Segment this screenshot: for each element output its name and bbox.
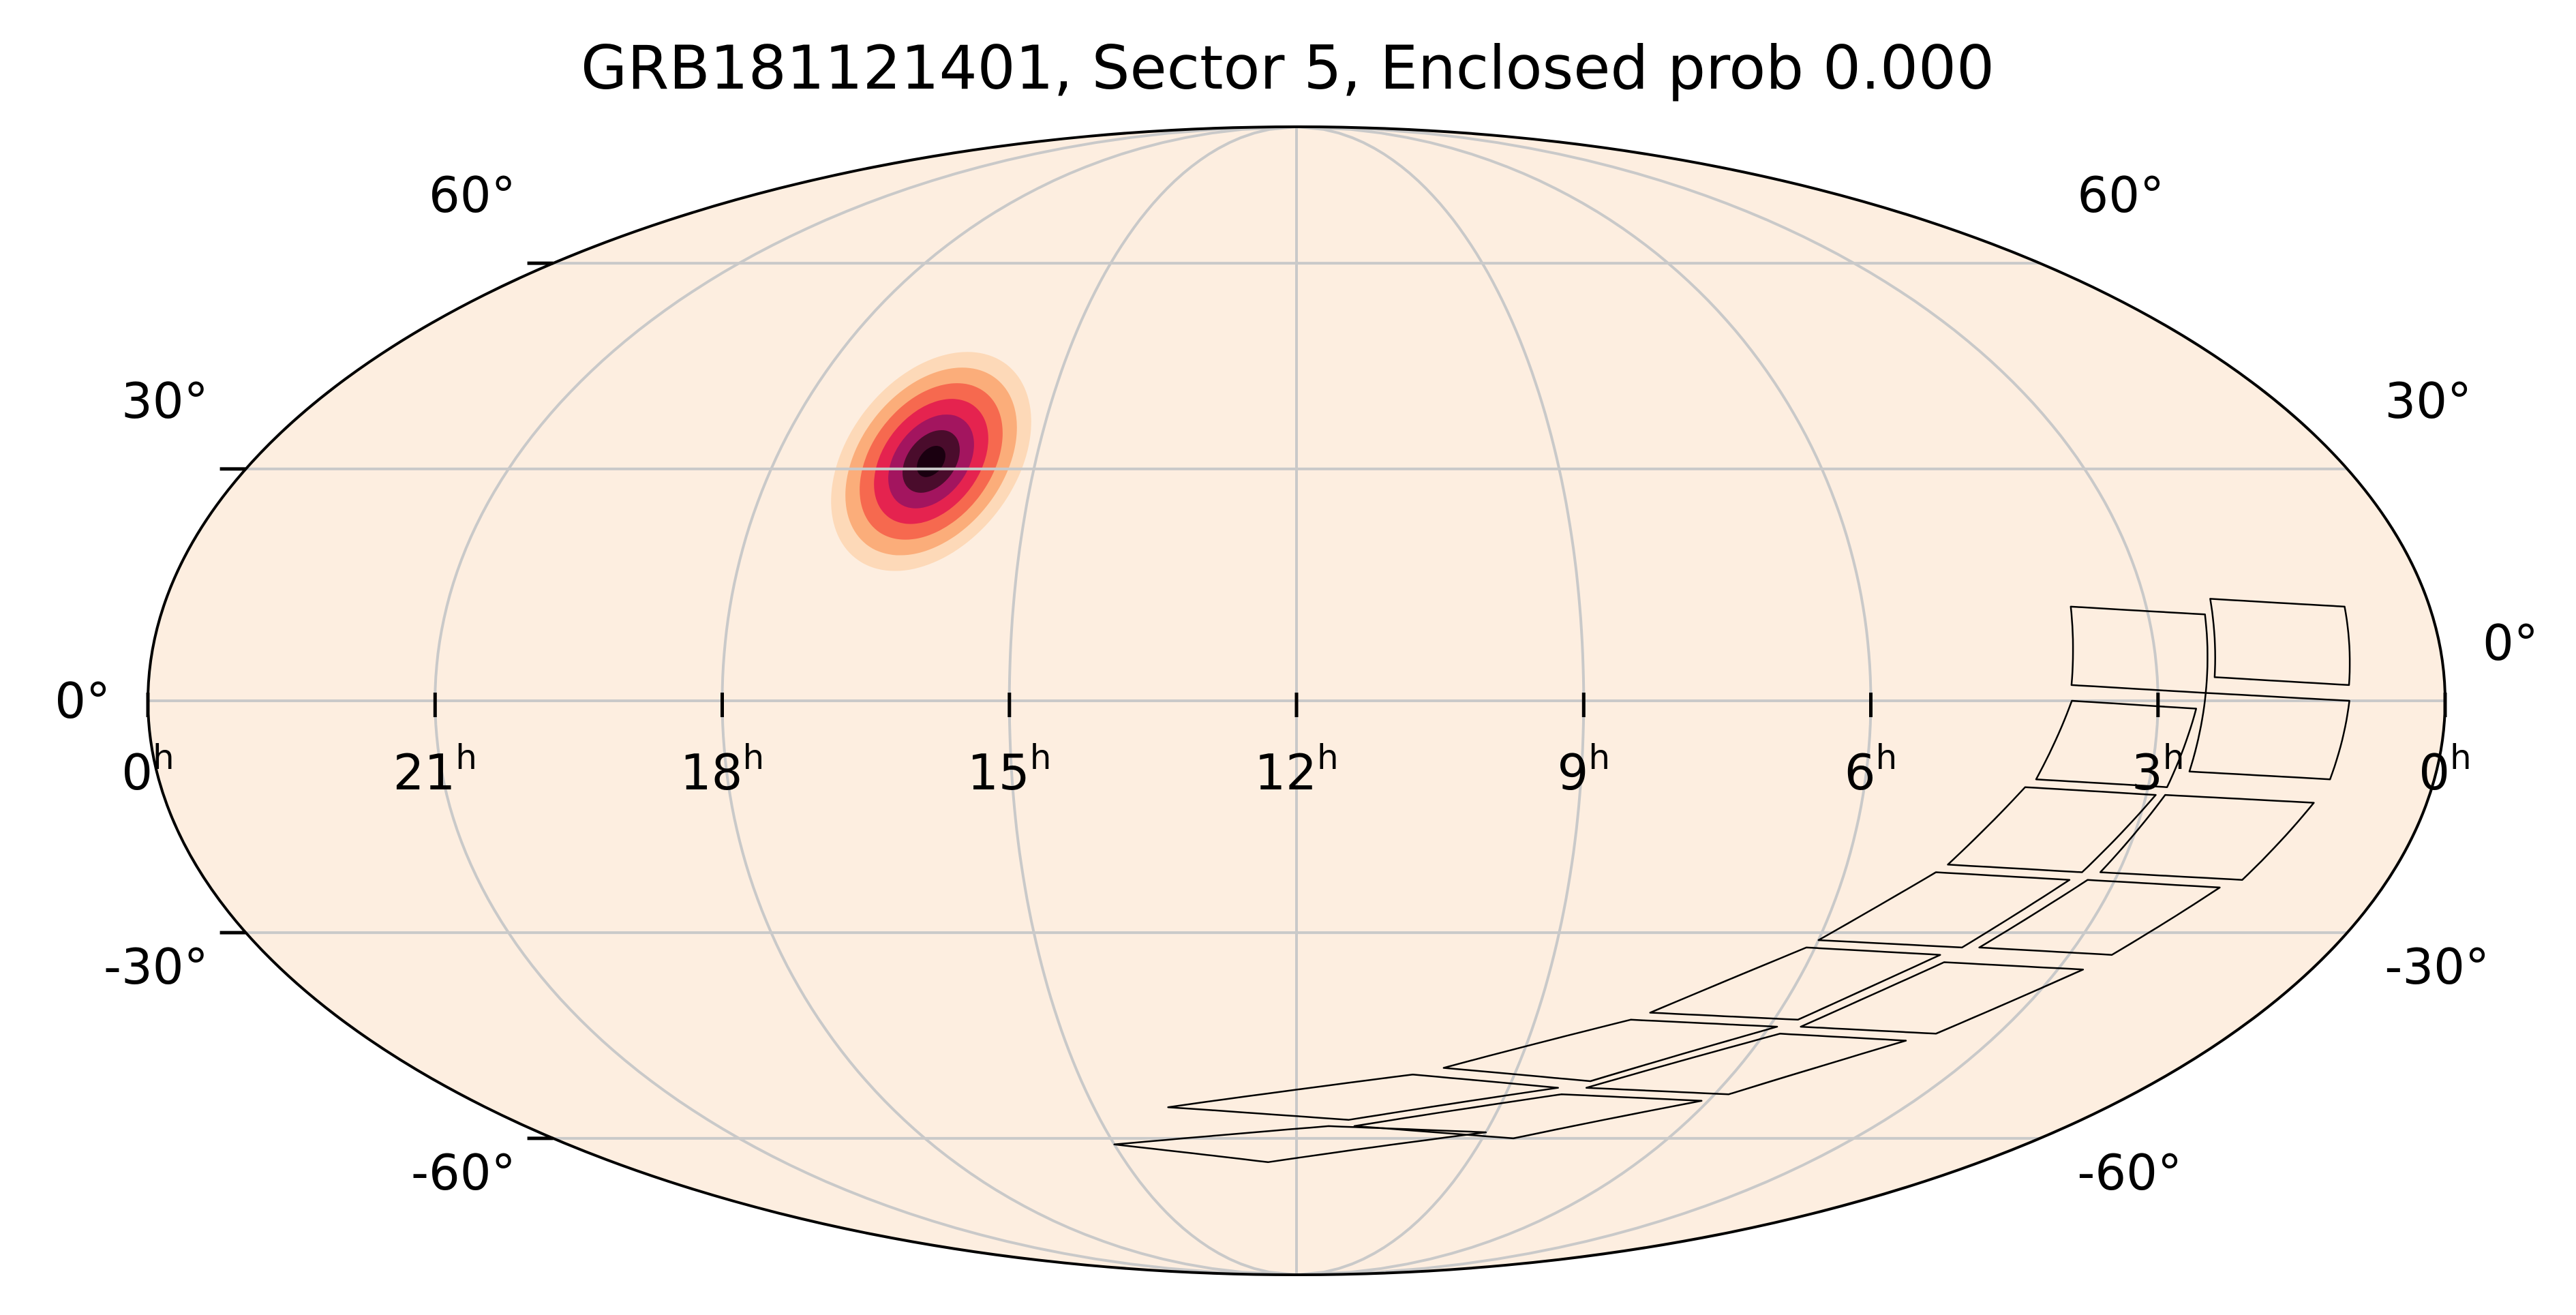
- dec-tick-label-left: -30°: [104, 938, 209, 995]
- dec-tick-label-right: 0°: [2483, 614, 2539, 671]
- dec-tick-label-left: -60°: [411, 1144, 516, 1201]
- dec-tick-label-right: 60°: [2077, 166, 2164, 224]
- dec-tick-label-right: -30°: [2384, 938, 2489, 995]
- sector-tile: [2099, 793, 2315, 881]
- sector-tile: [1800, 961, 2085, 1035]
- sector-tile: [1353, 1093, 1703, 1140]
- sector-tile: [2035, 699, 2198, 788]
- sector-tile: [1442, 1018, 1778, 1083]
- sector-tile: [1978, 879, 2221, 956]
- dec-tick-label-left: 60°: [429, 166, 516, 224]
- dec-tick-label-left: 0°: [55, 672, 110, 729]
- sector-tile: [1817, 871, 2071, 949]
- tess-sector-footprint: [1113, 598, 2351, 1164]
- sector-tile: [1649, 946, 1941, 1021]
- sector-tile: [1113, 1125, 1487, 1164]
- ra-tick-label: 0h: [2419, 738, 2472, 801]
- sector-tile: [2209, 598, 2351, 686]
- sector-tile: [1585, 1033, 1907, 1095]
- dec-tick-label-right: 30°: [2384, 372, 2472, 429]
- chart-title: GRB181121401, Sector 5, Enclosed prob 0.…: [581, 33, 1995, 103]
- dec-tick-label-right: -60°: [2077, 1144, 2182, 1201]
- sector-tile: [1947, 786, 2157, 873]
- ra-tick-label: 3h: [2132, 738, 2185, 801]
- sector-tile: [1167, 1074, 1559, 1121]
- tick-marks: [146, 261, 2447, 1140]
- probability-heatmap: [831, 352, 1031, 571]
- dec-tick-label-left: 30°: [121, 372, 209, 429]
- sector-tile: [2188, 692, 2350, 781]
